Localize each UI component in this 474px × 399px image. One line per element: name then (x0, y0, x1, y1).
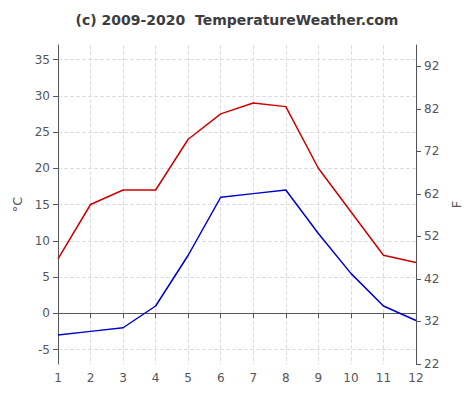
svg-text:42: 42 (424, 272, 439, 286)
svg-text:30: 30 (35, 89, 50, 103)
svg-text:8: 8 (282, 371, 290, 385)
svg-text:10: 10 (35, 234, 50, 248)
svg-text:20: 20 (35, 161, 50, 175)
svg-text:22: 22 (424, 357, 439, 371)
svg-text:15: 15 (35, 198, 50, 212)
svg-text:32: 32 (424, 314, 439, 328)
svg-text:11: 11 (376, 371, 391, 385)
svg-text:12: 12 (408, 371, 423, 385)
svg-text:0: 0 (42, 306, 50, 320)
svg-text:52: 52 (424, 229, 439, 243)
svg-text:5: 5 (42, 270, 50, 284)
svg-text:4: 4 (152, 371, 160, 385)
svg-text:(c) 2009-2020 TemperatureWeat: (c) 2009-2020 TemperatureWeather.com (76, 12, 399, 28)
svg-text:92: 92 (424, 59, 439, 73)
svg-text:10: 10 (343, 371, 358, 385)
svg-text:F: F (449, 201, 464, 208)
svg-text:7: 7 (249, 371, 257, 385)
svg-text:1: 1 (54, 371, 62, 385)
svg-text:9: 9 (315, 371, 323, 385)
svg-text:72: 72 (424, 144, 439, 158)
svg-text:3: 3 (119, 371, 127, 385)
svg-text:82: 82 (424, 102, 439, 116)
svg-text:5: 5 (184, 371, 192, 385)
svg-text:°C: °C (10, 197, 25, 213)
svg-text:2: 2 (87, 371, 95, 385)
svg-text:-5: -5 (38, 343, 50, 357)
svg-text:6: 6 (217, 371, 225, 385)
svg-text:25: 25 (35, 125, 50, 139)
svg-text:35: 35 (35, 53, 50, 67)
svg-text:62: 62 (424, 187, 439, 201)
